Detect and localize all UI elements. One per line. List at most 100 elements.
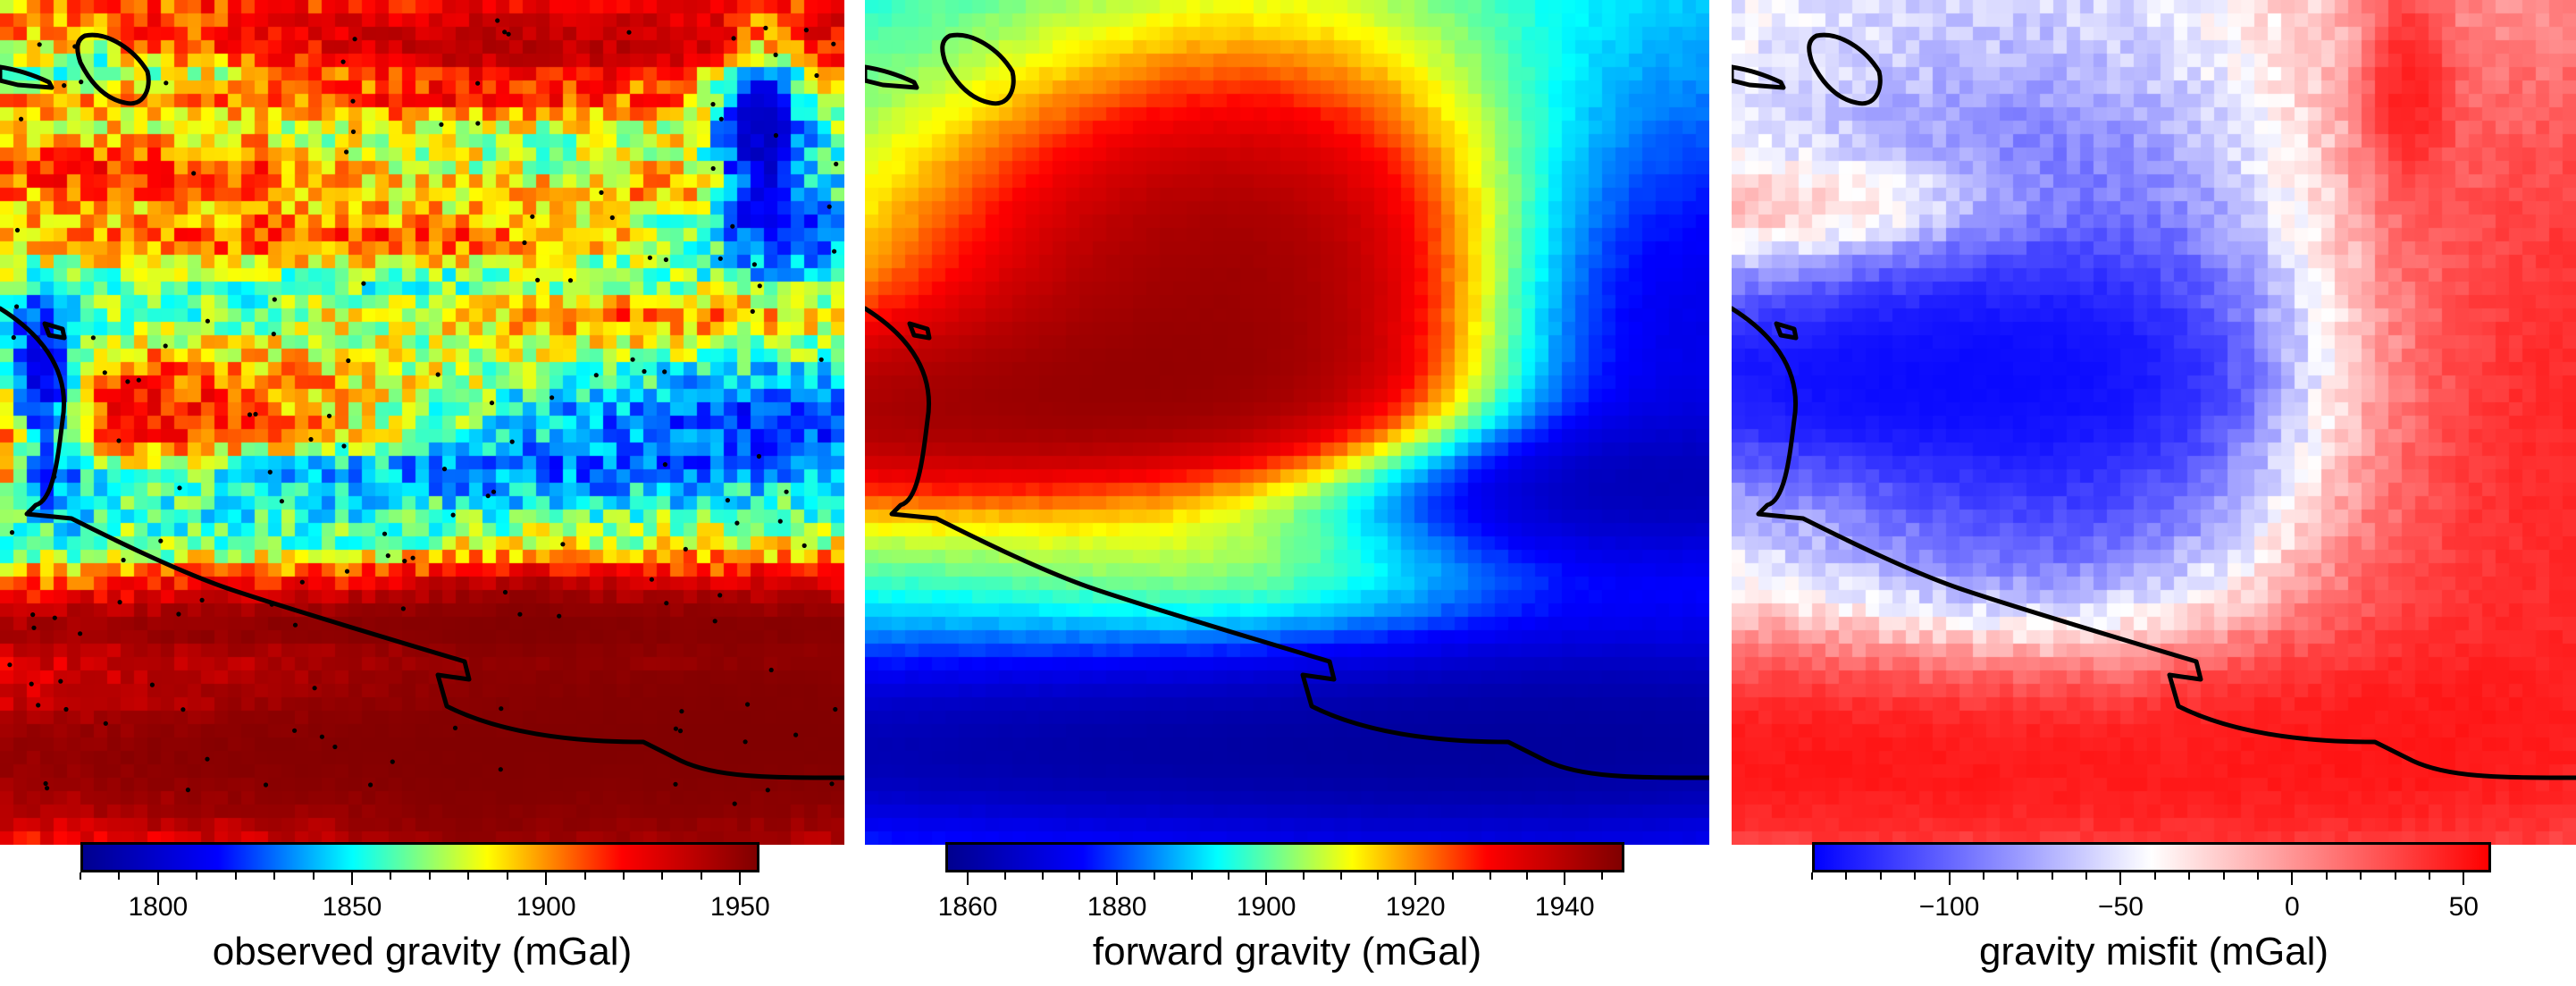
gravity-station	[745, 702, 751, 707]
gravity-station	[773, 52, 778, 57]
gravity-station	[725, 498, 731, 503]
gravity-station	[502, 29, 508, 35]
gravity-station	[677, 729, 684, 734]
island-outline	[940, 32, 1016, 106]
observed-gravity-colorbar-title: observed gravity (mGal)	[212, 930, 633, 973]
gravity-misfit-colorbar-ticks	[1811, 872, 2491, 890]
forward-gravity-colorbar-title: forward gravity (mGal)	[1092, 930, 1482, 973]
gravity-station	[506, 31, 511, 37]
gravity-station	[400, 606, 406, 611]
coastline	[1732, 306, 2576, 780]
gravity-station	[642, 368, 647, 375]
gravity-station	[319, 734, 324, 739]
gravity-station	[832, 249, 837, 254]
colorbar-major-tick	[967, 872, 969, 885]
gravity-station	[491, 489, 497, 494]
gravity-station	[14, 304, 20, 309]
colorbar-minor-tick	[1377, 872, 1380, 880]
gravity-station	[125, 379, 130, 384]
gravity-station	[292, 728, 298, 733]
colorbar-major-tick	[1116, 872, 1119, 885]
colorbar-minor-tick	[583, 872, 586, 880]
gravity-station	[593, 373, 599, 378]
colorbar-minor-tick	[312, 872, 315, 880]
colorbar-minor-tick	[1600, 872, 1603, 880]
gravity-station	[829, 781, 835, 787]
island-outline	[1774, 321, 1799, 341]
gravity-station	[560, 542, 566, 547]
forward-gravity-map	[865, 0, 1709, 845]
colorbar-minor-tick	[428, 872, 431, 880]
colorbar-tick-label: 0	[2285, 892, 2300, 922]
gravity-station	[326, 413, 332, 418]
gravity-misfit-colorbar-title: gravity misfit (mGal)	[1978, 930, 2329, 973]
gravity-misfit-colorbar	[1812, 842, 2491, 872]
colorbar-minor-tick	[1228, 872, 1230, 880]
colorbar-minor-tick	[390, 872, 392, 880]
gravity-station	[731, 36, 736, 41]
gravity-station	[743, 739, 748, 745]
gravity-station	[441, 467, 448, 472]
gravity-station	[30, 612, 36, 618]
gravity-station	[452, 725, 458, 731]
gravity-station	[485, 493, 491, 499]
gravity-station	[390, 759, 395, 764]
gravity-station	[664, 601, 669, 606]
gravity-station	[63, 706, 69, 712]
gravity-station	[78, 631, 83, 636]
gravity-station	[247, 412, 253, 417]
island-outline	[907, 321, 932, 341]
gravity-station	[177, 485, 182, 491]
colorbar-minor-tick	[273, 872, 276, 880]
colorbar-minor-tick	[2428, 872, 2430, 880]
gravity-station	[344, 569, 350, 574]
forward-gravity-colorbar	[945, 842, 1624, 872]
colorbar-minor-tick	[1879, 872, 1882, 880]
colorbar-tick-label: 1900	[516, 892, 576, 922]
colorbar-major-tick	[545, 872, 548, 885]
gravity-station	[205, 318, 210, 324]
gravity-station	[58, 678, 63, 684]
gravity-station	[609, 215, 615, 221]
colorbar-tick-label: 1850	[322, 892, 382, 922]
gravity-station	[450, 512, 456, 518]
gravity-station	[710, 165, 716, 172]
gravity-misfit-map	[1732, 0, 2576, 845]
colorbar-minor-tick	[234, 872, 237, 880]
gravity-station	[710, 102, 716, 107]
observed-gravity-panel: 1800 1850 1900 1950 observed gravity (mGal)	[0, 0, 844, 986]
gravity-station	[734, 520, 740, 526]
gravity-station	[402, 559, 407, 564]
colorbar-tick-label: 1860	[937, 892, 998, 922]
gravity-station	[267, 469, 273, 475]
island-outline	[0, 64, 55, 90]
coastline-overlay	[1732, 32, 2576, 780]
colorbar-tick-label: 1900	[1236, 892, 1296, 922]
colorbar-minor-tick	[2222, 872, 2225, 880]
observed-gravity-colorbar-ticks	[80, 872, 759, 890]
gravity-station	[831, 41, 836, 46]
gravity-station	[750, 308, 755, 314]
coastline	[865, 306, 1709, 780]
gravity-station	[773, 132, 779, 139]
gravity-station	[253, 411, 258, 417]
gravity-station	[803, 27, 810, 33]
gravity-station	[361, 281, 366, 286]
gravity-station	[346, 358, 351, 364]
colorbar-minor-tick	[661, 872, 664, 880]
gravity-station	[439, 122, 444, 127]
colorbar-minor-tick	[2085, 872, 2088, 880]
colorbar-minor-tick	[506, 872, 508, 880]
gravity-station	[269, 602, 274, 607]
colorbar-major-tick	[351, 872, 353, 885]
colorbar-minor-tick	[1153, 872, 1155, 880]
colorbar-minor-tick	[196, 872, 198, 880]
gravity-station	[489, 400, 495, 406]
colorbar-tick-label: 50	[2448, 892, 2479, 922]
gravity-station	[332, 744, 338, 750]
colorbar-minor-tick	[1003, 872, 1006, 880]
gravity-station	[599, 190, 604, 195]
gravity-station	[630, 357, 635, 362]
gravity-station	[205, 756, 210, 762]
gravity-station	[37, 42, 42, 47]
